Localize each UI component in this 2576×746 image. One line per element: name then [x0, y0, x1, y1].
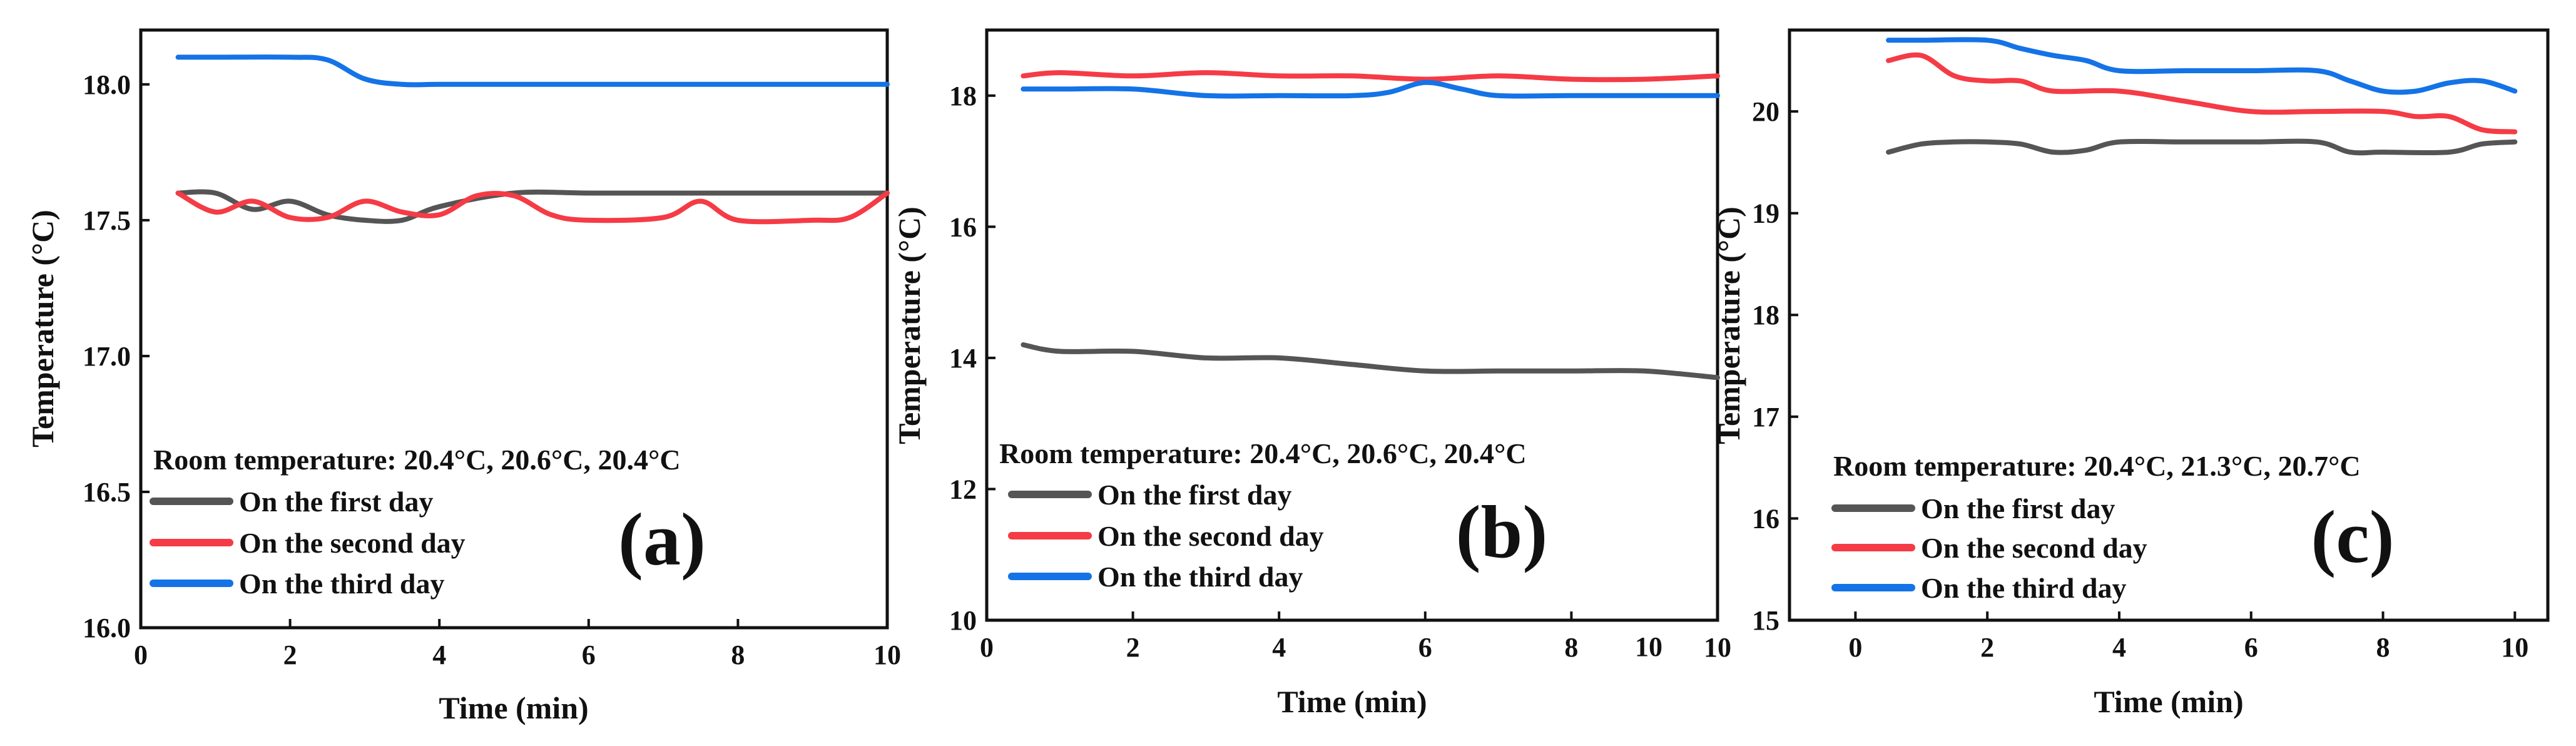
- y-axis-title: Temperature (°C): [25, 210, 60, 447]
- plot-frame: [985, 28, 1719, 622]
- legend-label-third-day: On the third day: [239, 568, 444, 600]
- x-axis-title: Time (min): [439, 690, 588, 725]
- y-tick-label: 12: [949, 474, 977, 504]
- legend-label-second-day: On the second day: [1921, 532, 2147, 564]
- x-tick-label: 4: [2112, 632, 2126, 663]
- legend: On the first day On the second day On th…: [1831, 493, 2147, 604]
- x-tick-label: 6: [2244, 632, 2258, 663]
- y-tick-label: 18: [1752, 300, 1779, 330]
- legend: On the first day On the second day On th…: [1008, 479, 1324, 593]
- y-tick-label: 20: [1752, 96, 1779, 127]
- legend: On the first day On the second day On th…: [150, 486, 466, 600]
- y-tick-label: 16: [949, 212, 977, 242]
- x-tick-label: 8: [1564, 632, 1578, 663]
- legend-label-third-day: On the third day: [1921, 572, 2126, 604]
- x-axis-ticks: 0 2 4 6 8 10: [1848, 611, 2528, 663]
- x-tick-label: 0: [134, 640, 148, 670]
- series-line-day-2: [1021, 70, 1720, 83]
- x-tick-label: 4: [1272, 632, 1286, 663]
- x-tick-label: 10: [1704, 632, 1731, 663]
- y-axis-ticks: 16.0 16.5 17.0 17.5 18.0: [83, 69, 150, 643]
- series-lines: [1886, 37, 2518, 156]
- series-line-day-3: [1021, 79, 1720, 99]
- legend-label-third-day: On the third day: [1097, 561, 1303, 593]
- series-line-day-1: [1886, 138, 2518, 156]
- y-axis-title: Temperature (°C): [1711, 207, 1746, 444]
- room-temperature-label: Room temperature: 20.4°C, 20.6°C, 20.4°C: [999, 437, 1527, 469]
- series-line-day-3: [1886, 37, 2518, 95]
- y-tick-label: 17.5: [83, 205, 131, 236]
- y-tick-label: 18.0: [83, 69, 131, 100]
- x-tick-label: 2: [283, 640, 297, 670]
- extra-x-label: 10: [1635, 631, 1662, 662]
- y-axis-ticks: 15 16 17 18 19 20: [1752, 96, 1798, 636]
- room-temperature-label: Room temperature: 20.4°C, 20.6°C, 20.4°C: [153, 444, 681, 476]
- legend-label-second-day: On the second day: [1097, 520, 1324, 552]
- panel-label: (c): [2311, 495, 2394, 578]
- y-axis-title: Temperature (°C): [892, 207, 927, 444]
- panel-label: (b): [1456, 490, 1548, 573]
- x-axis-ticks: 0 2 4 6 8 10: [134, 619, 901, 670]
- y-tick-label: 19: [1752, 198, 1779, 229]
- panel-b: 0 2 4 6 8 10 10 12 14 16 18 10 Time (min) Tempera…: [892, 28, 1731, 719]
- x-tick-label: 2: [1980, 632, 1994, 663]
- series-lines: [1021, 70, 1720, 381]
- panel-c: 0 2 4 6 8 10 15 16 17 18 19 20 Time (min) Temperat…: [1711, 28, 2550, 719]
- series-line-day-2: [175, 190, 890, 225]
- legend-label-first-day: On the first day: [1921, 493, 2115, 524]
- x-tick-label: 6: [582, 640, 596, 670]
- y-tick-label: 16: [1752, 503, 1779, 534]
- x-tick-label: 0: [980, 632, 994, 663]
- x-tick-label: 10: [2501, 632, 2528, 663]
- panel-a: 0 2 4 6 8 10 16.016.517.017.518.0 Time (min) …: [25, 28, 901, 725]
- legend-label-first-day: On the first day: [1097, 479, 1292, 511]
- legend-label-second-day: On the second day: [239, 527, 466, 559]
- y-tick-label: 16.0: [83, 613, 131, 643]
- room-temperature-label: Room temperature: 20.4°C, 21.3°C, 20.7°C: [1833, 450, 2361, 482]
- x-axis-title: Time (min): [2094, 684, 2243, 719]
- plot-frame: [139, 28, 889, 630]
- y-tick-label: 16.5: [83, 477, 131, 508]
- y-tick-label: 18: [949, 81, 977, 111]
- panel-label: (a): [618, 498, 706, 581]
- y-tick-label: 17: [1752, 402, 1779, 432]
- y-axis-ticks: 10 12 14 16 18: [949, 81, 995, 636]
- x-tick-label: 0: [1848, 632, 1862, 663]
- series-line-day-1: [1021, 342, 1720, 381]
- series-lines: [175, 54, 890, 225]
- x-tick-label: 10: [873, 640, 901, 670]
- x-axis-title: Time (min): [1277, 684, 1427, 719]
- x-tick-label: 8: [2376, 632, 2390, 663]
- x-tick-label: 4: [432, 640, 446, 670]
- series-line-day-2: [1886, 52, 2518, 135]
- series-line-day-3: [175, 54, 890, 88]
- x-tick-label: 6: [1418, 632, 1432, 663]
- y-tick-label: 15: [1752, 605, 1779, 636]
- x-axis-ticks: 0 2 4 6 8 10: [980, 611, 1731, 663]
- legend-label-first-day: On the first day: [239, 486, 434, 518]
- y-tick-label: 14: [949, 343, 977, 374]
- x-tick-label: 8: [731, 640, 745, 670]
- plot-frame: [1788, 28, 2550, 622]
- y-tick-label: 10: [949, 605, 977, 636]
- x-tick-label: 2: [1126, 632, 1140, 663]
- y-tick-label: 17.0: [83, 341, 131, 372]
